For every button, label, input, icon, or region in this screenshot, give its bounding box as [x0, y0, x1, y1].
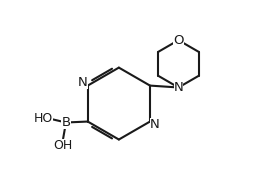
Text: N: N [78, 76, 88, 89]
Text: N: N [150, 118, 160, 132]
Text: B: B [61, 116, 70, 129]
Text: O: O [173, 34, 184, 47]
Text: N: N [174, 81, 183, 94]
Text: HO: HO [34, 112, 53, 125]
Text: OH: OH [54, 139, 73, 152]
